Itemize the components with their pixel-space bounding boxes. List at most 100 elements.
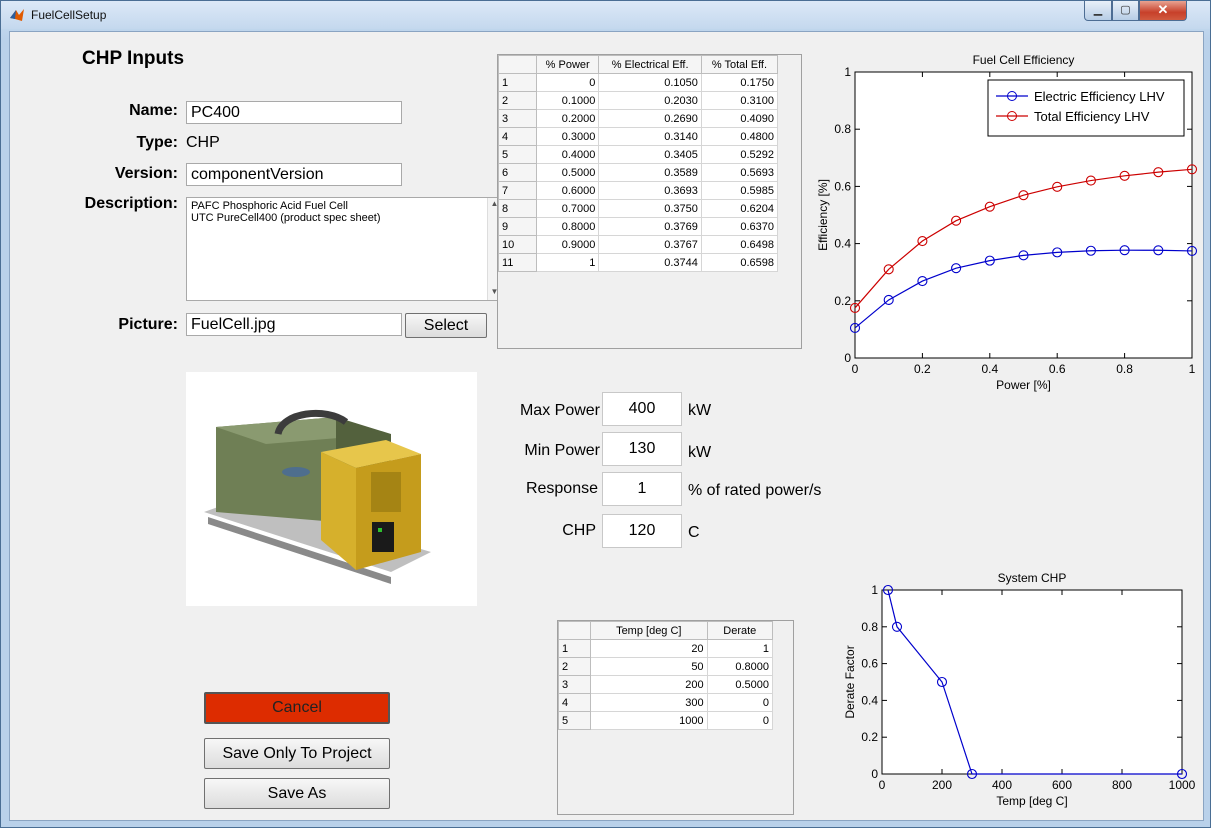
column-header[interactable]: % Total Eff. [700,55,779,74]
table-cell[interactable]: 0.8000 [535,217,600,236]
table-cell[interactable]: 300 [590,693,708,712]
table-cell[interactable]: 1 [706,639,774,658]
table-cell[interactable]: 0 [706,693,774,712]
table-cell[interactable]: 0.7000 [535,199,600,218]
title-bar[interactable]: FuelCellSetup ▁ ▢ ✕ [1,1,1210,29]
table-cell[interactable]: 0.4090 [700,109,779,128]
derate-row[interactable]: 2 50 0.8000 [558,657,774,676]
x-tick-label: 400 [992,778,1012,792]
table-cell[interactable]: 0.2690 [598,109,702,128]
table-cell[interactable]: 200 [590,675,708,694]
table-cell[interactable]: 0.5693 [700,163,779,182]
data-point [1153,167,1164,178]
table-cell[interactable]: 0 [706,711,774,730]
table-cell[interactable]: 0.3100 [700,91,779,110]
table-cell[interactable]: 0.6204 [700,199,779,218]
table-cell[interactable]: 0.1050 [598,73,702,92]
table-cell[interactable]: 0.3767 [598,235,702,254]
x-tick-label: 0 [852,362,859,376]
table-cell[interactable]: 0.3769 [598,217,702,236]
table-cell[interactable]: 0.6498 [700,235,779,254]
column-header[interactable]: % Electrical Eff. [598,55,702,74]
description-line: UTC PureCell400 (product spec sheet) [191,212,381,224]
derate-row[interactable]: 4 300 0 [558,693,774,712]
max-power-input[interactable]: 400 [602,392,682,426]
data-point [951,263,962,274]
data-point [1085,175,1096,186]
system-chp-chart: System CHP 0 200 400 600 800 1000 0 0.2 0.4 0.6 0.8… [843,571,1196,808]
table-cell[interactable]: 0.1750 [700,73,779,92]
table-cell[interactable]: 0.3589 [598,163,702,182]
table-cell[interactable]: 0.6598 [700,253,779,272]
picture-field[interactable]: FuelCell.jpg [186,313,402,336]
maximize-button[interactable]: ▢ [1112,1,1139,21]
table-cell[interactable]: 0.2000 [535,109,600,128]
table-cell[interactable]: 0.9000 [535,235,600,254]
derate-row[interactable]: 1 20 1 [558,639,774,658]
close-button[interactable]: ✕ [1139,1,1187,21]
table-cell[interactable]: 0.5000 [706,675,774,694]
name-field[interactable]: PC400 [186,101,402,124]
table-cell[interactable]: 0.6000 [535,181,600,200]
table-cell[interactable]: 0.5985 [700,181,779,200]
column-header[interactable]: % Power [535,55,600,74]
minimize-button[interactable]: ▁ [1084,1,1112,21]
efficiency-row[interactable]: 5 0.4000 0.3405 0.5292 [498,145,779,164]
efficiency-row[interactable]: 11 1 0.3744 0.6598 [498,253,779,272]
derate-row[interactable]: 3 200 0.5000 [558,675,774,694]
x-tick-label: 600 [1052,778,1072,792]
efficiency-row[interactable]: 10 0.9000 0.3767 0.6498 [498,235,779,254]
efficiency-row[interactable]: 3 0.2000 0.2690 0.4090 [498,109,779,128]
table-cell[interactable]: 0.3140 [598,127,702,146]
select-button[interactable]: Select [405,313,487,338]
efficiency-chart: Fuel Cell Efficiency 0 0.2 0.4 0.6 0.8 1 0 0.2 0.… [816,53,1198,392]
min-power-input[interactable]: 130 [602,432,682,466]
table-cell[interactable]: 0.8000 [706,657,774,676]
efficiency-table[interactable]: % Power % Electrical Eff. % Total Eff. 1… [498,55,779,272]
efficiency-row[interactable]: 4 0.3000 0.3140 0.4800 [498,127,779,146]
efficiency-row[interactable]: 6 0.5000 0.3589 0.5693 [498,163,779,182]
save-as-button[interactable]: Save As [204,778,390,809]
window-title: FuelCellSetup [31,8,107,22]
efficiency-row[interactable]: 8 0.7000 0.3750 0.6204 [498,199,779,218]
table-cell[interactable]: 50 [590,657,708,676]
table-cell[interactable]: 1 [535,253,600,272]
data-point [1018,250,1029,261]
save-to-project-button[interactable]: Save Only To Project [204,738,390,769]
table-cell[interactable]: 0.5292 [700,145,779,164]
table-cell[interactable]: 1000 [590,711,708,730]
table-cell[interactable]: 0.1000 [535,91,600,110]
table-cell[interactable]: 0.3000 [535,127,600,146]
series-line [854,168,1193,309]
efficiency-row[interactable]: 1 0 0.1050 0.1750 [498,73,779,92]
response-input[interactable]: 1 [602,472,682,506]
table-cell[interactable]: 0.6370 [700,217,779,236]
table-cell[interactable]: 0.4800 [700,127,779,146]
table-cell[interactable]: 0.3744 [598,253,702,272]
efficiency-row[interactable]: 7 0.6000 0.3693 0.5985 [498,181,779,200]
table-cell[interactable]: 0.4000 [535,145,600,164]
table-cell[interactable]: 0.3693 [598,181,702,200]
x-tick-label: 0.4 [981,362,998,376]
chp-input[interactable]: 120 [602,514,682,548]
version-field[interactable]: componentVersion [186,163,402,186]
description-field[interactable]: PAFC Phosphoric Acid Fuel Cell UTC PureC… [186,197,502,301]
column-header[interactable]: Derate [706,621,774,640]
table-cell[interactable]: 0.3405 [598,145,702,164]
cancel-button[interactable]: Cancel [204,692,390,724]
data-point [1052,181,1063,192]
table-cell[interactable]: 0.2030 [598,91,702,110]
table-cell[interactable]: 0.3750 [598,199,702,218]
derate-row[interactable]: 5 1000 0 [558,711,774,730]
row-header: 6 [498,163,537,182]
column-header[interactable]: Temp [deg C] [590,621,708,640]
table-cell[interactable]: 0 [535,73,600,92]
table-cell[interactable]: 20 [590,639,708,658]
picture-label: Picture: [118,316,178,333]
derate-table[interactable]: Temp [deg C] Derate 1 20 1 2 50 0.8000 3 200 0.5… [558,621,774,730]
efficiency-row[interactable]: 9 0.8000 0.3769 0.6370 [498,217,779,236]
row-header: 9 [498,217,537,236]
table-cell[interactable]: 0.5000 [535,163,600,182]
efficiency-row[interactable]: 2 0.1000 0.2030 0.3100 [498,91,779,110]
chp-unit: C [688,524,700,541]
